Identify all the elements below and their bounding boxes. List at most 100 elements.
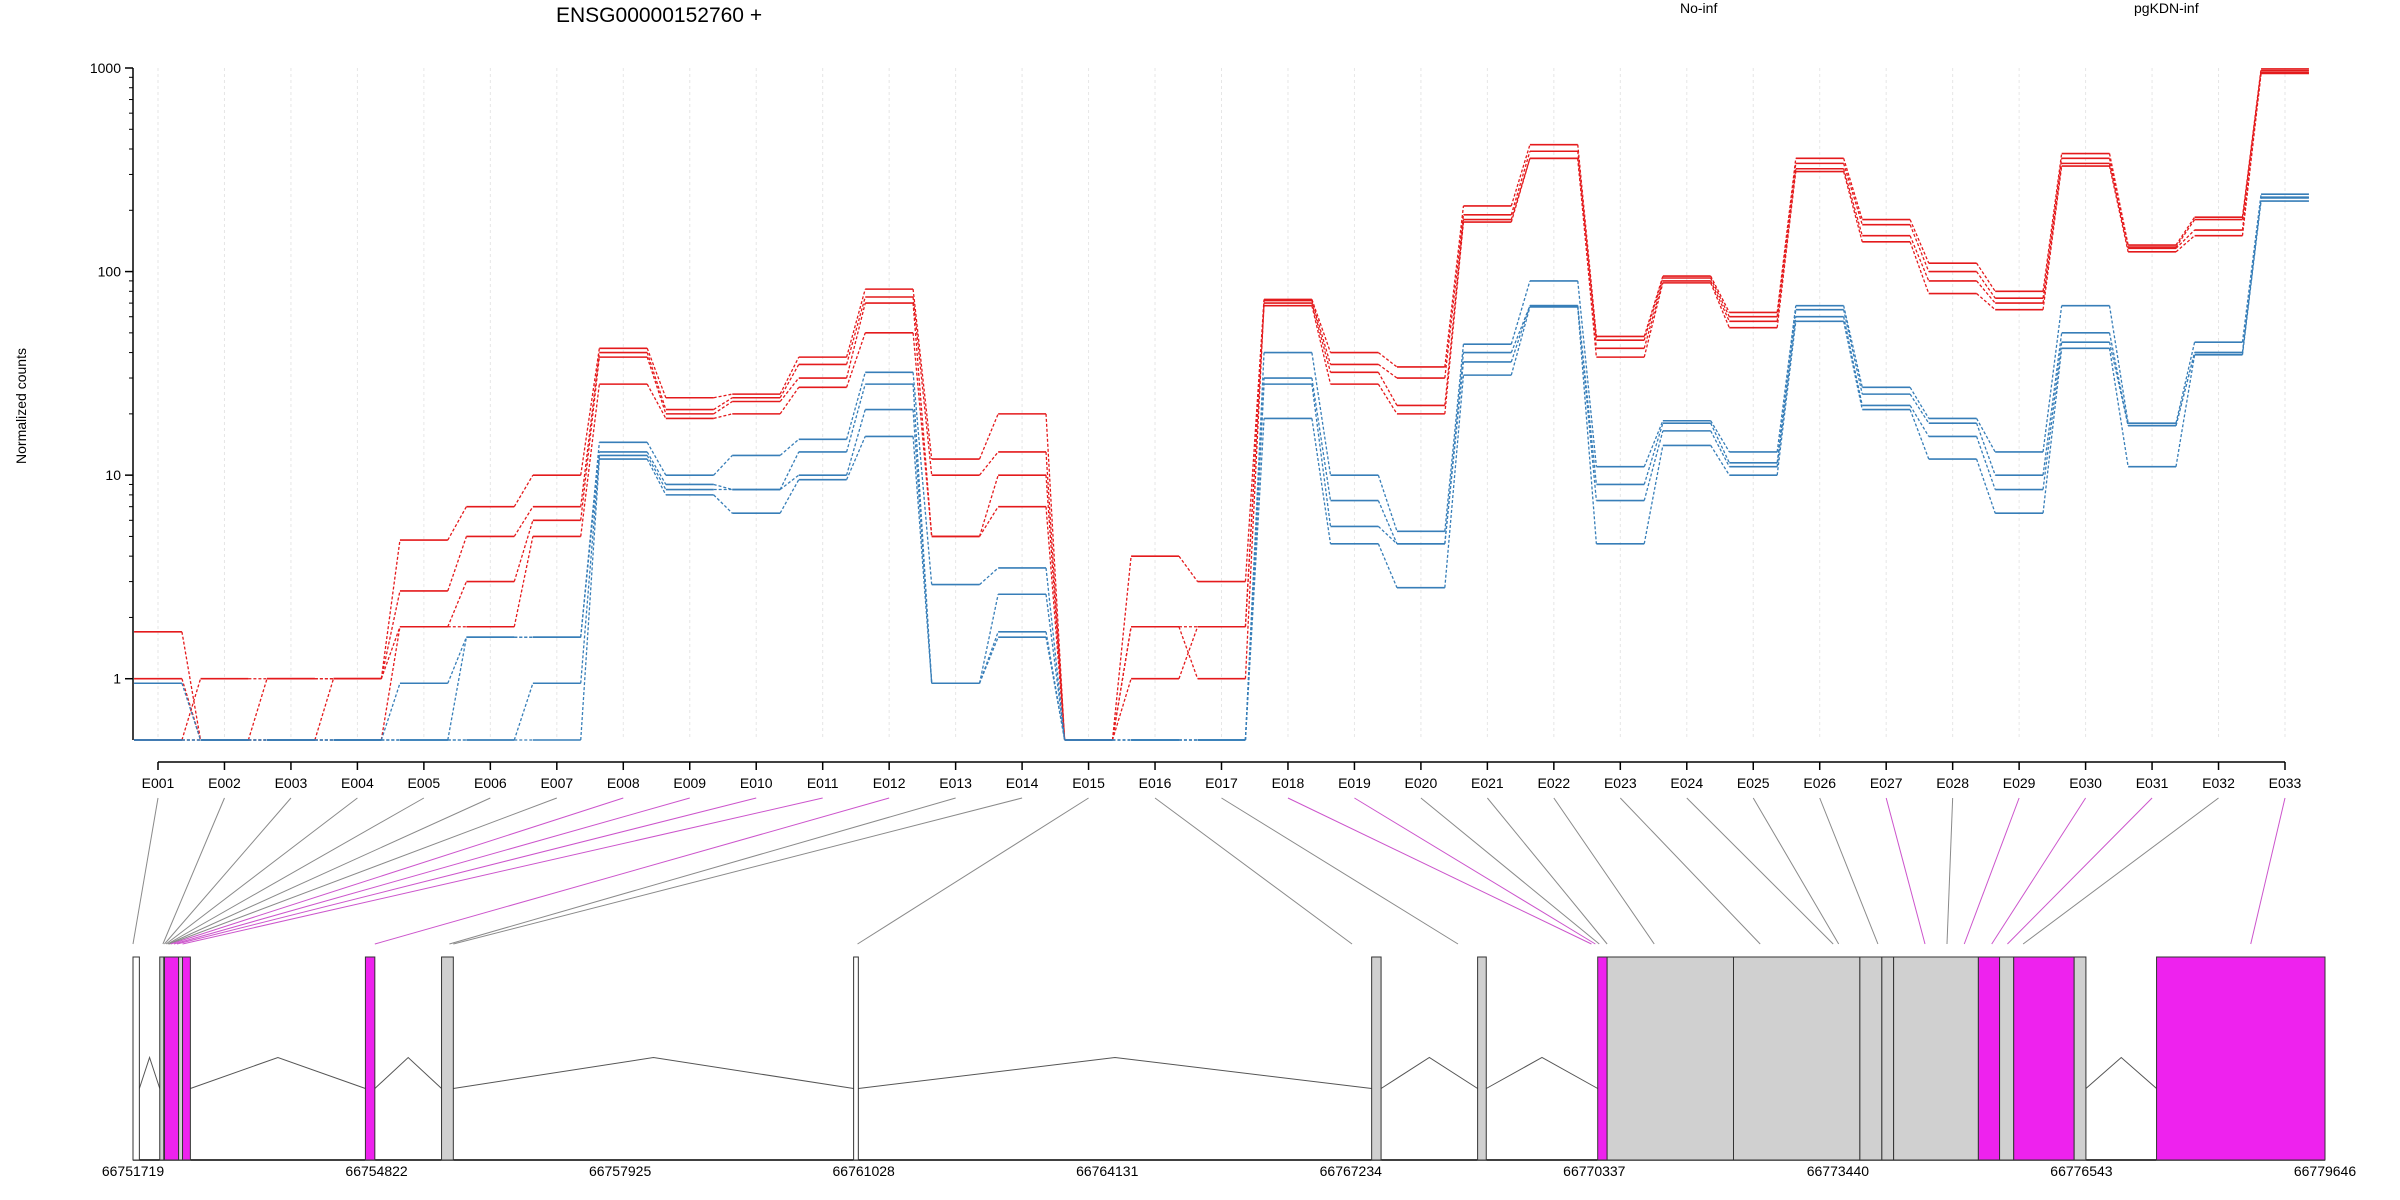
data-transition (2175, 219, 2196, 248)
genomic-axis-label: 66779646 (2294, 1163, 2357, 1179)
data-transition (1045, 475, 1066, 741)
data-transition (2108, 332, 2129, 426)
data-transition (1377, 543, 1398, 588)
data-transition (447, 636, 468, 684)
x-tick-label: E002 (208, 775, 241, 791)
data-transition (2175, 216, 2196, 246)
data-transition (1377, 352, 1398, 368)
data-transition (1776, 305, 1797, 453)
data-transition (1510, 306, 1531, 376)
y-tick-label: 1000 (90, 60, 121, 76)
x-tick-label: E004 (341, 775, 374, 791)
data-transition (447, 506, 467, 541)
data-transition (779, 474, 800, 491)
data-transition (1510, 280, 1531, 345)
data-transition (1577, 305, 1598, 501)
x-tick-label: E012 (873, 775, 906, 791)
x-tick-label: E029 (2003, 775, 2036, 791)
data-transition (1975, 436, 1996, 490)
data-transition (1311, 377, 1332, 501)
data-transition (1111, 556, 1132, 741)
data-transition (1643, 282, 1664, 358)
data-transition (1710, 280, 1730, 322)
data-transition (912, 289, 933, 460)
data-transition (580, 451, 600, 638)
exon-block (1371, 956, 1382, 1161)
data-transition (713, 454, 733, 476)
grid-layer (157, 68, 2286, 740)
data-transition (978, 636, 999, 684)
y-tick-label: 10 (105, 467, 121, 483)
exon-block (1859, 956, 1883, 1161)
data-transition (713, 483, 733, 491)
x-tick-label: E015 (1072, 775, 1105, 791)
data-transition (1244, 305, 1265, 627)
genomic-axis-label: 66751719 (102, 1163, 165, 1179)
series-pgkdn-inf-7 (134, 200, 2309, 741)
data-transition (380, 626, 401, 741)
data-transition (1976, 293, 1996, 311)
intron-line (2085, 1056, 2157, 1089)
data-transition (1909, 241, 1930, 294)
data-transition (912, 436, 933, 684)
data-transition (1311, 418, 1332, 544)
exon-block (1606, 956, 1734, 1161)
data-transition (2042, 165, 2063, 310)
data-transition (646, 352, 667, 410)
connector-layer (132, 797, 2286, 945)
exon-connector (374, 797, 890, 945)
data-transition (2175, 354, 2196, 467)
data-transition (912, 372, 933, 585)
exon-block (163, 956, 180, 1161)
data-transition (2042, 153, 2063, 292)
exon-connector (2022, 797, 2219, 945)
exon-connector (1686, 797, 1834, 945)
data-transition (1444, 214, 1465, 379)
data-transition (1710, 420, 1730, 453)
data-transition (713, 400, 733, 415)
data-transition (779, 386, 800, 415)
data-transition (513, 506, 534, 537)
data-transition (380, 626, 401, 679)
data-transition (580, 352, 600, 507)
data-transition (380, 539, 401, 679)
x-tick-label: E001 (142, 775, 175, 791)
data-transition (580, 455, 601, 684)
exon-connector (1619, 797, 1761, 945)
data-transition (1377, 525, 1398, 545)
chart-title: ENSG00000152760 + (556, 4, 762, 27)
data-transition (1311, 305, 1332, 385)
exon-connector (1221, 797, 1459, 945)
data-transition (646, 451, 667, 485)
data-transition (1111, 678, 1132, 741)
x-tick-label: E021 (1471, 775, 1504, 791)
data-transition (1510, 158, 1531, 223)
data-transition (380, 683, 401, 741)
exon-block (364, 956, 376, 1161)
data-transition (845, 288, 866, 358)
exon-connector (173, 797, 690, 945)
data-transition (1843, 163, 1863, 225)
data-transition (1377, 371, 1398, 406)
data-transition (1710, 282, 1730, 328)
data-transition (2042, 348, 2063, 514)
genomic-axis-label: 66770337 (1563, 1163, 1626, 1179)
data-transition (1377, 363, 1398, 379)
data-transition (1244, 303, 1265, 679)
data-transition (1577, 306, 1598, 544)
data-transition (1045, 637, 1066, 741)
data-transition (1909, 386, 1930, 419)
data-transition (978, 631, 999, 684)
data-transition (2241, 200, 2262, 355)
data-transition (181, 631, 202, 741)
exon-connector (453, 797, 1023, 945)
data-transition (2175, 235, 2196, 253)
data-transition (713, 393, 733, 399)
data-transition (2108, 342, 2129, 426)
x-tick-label: E027 (1870, 775, 1903, 791)
x-tick-label: E022 (1537, 775, 1570, 791)
exon-connector (1885, 797, 1926, 945)
x-tick-label: E023 (1604, 775, 1637, 791)
exon-block (1881, 956, 1895, 1161)
data-transition (912, 296, 933, 476)
